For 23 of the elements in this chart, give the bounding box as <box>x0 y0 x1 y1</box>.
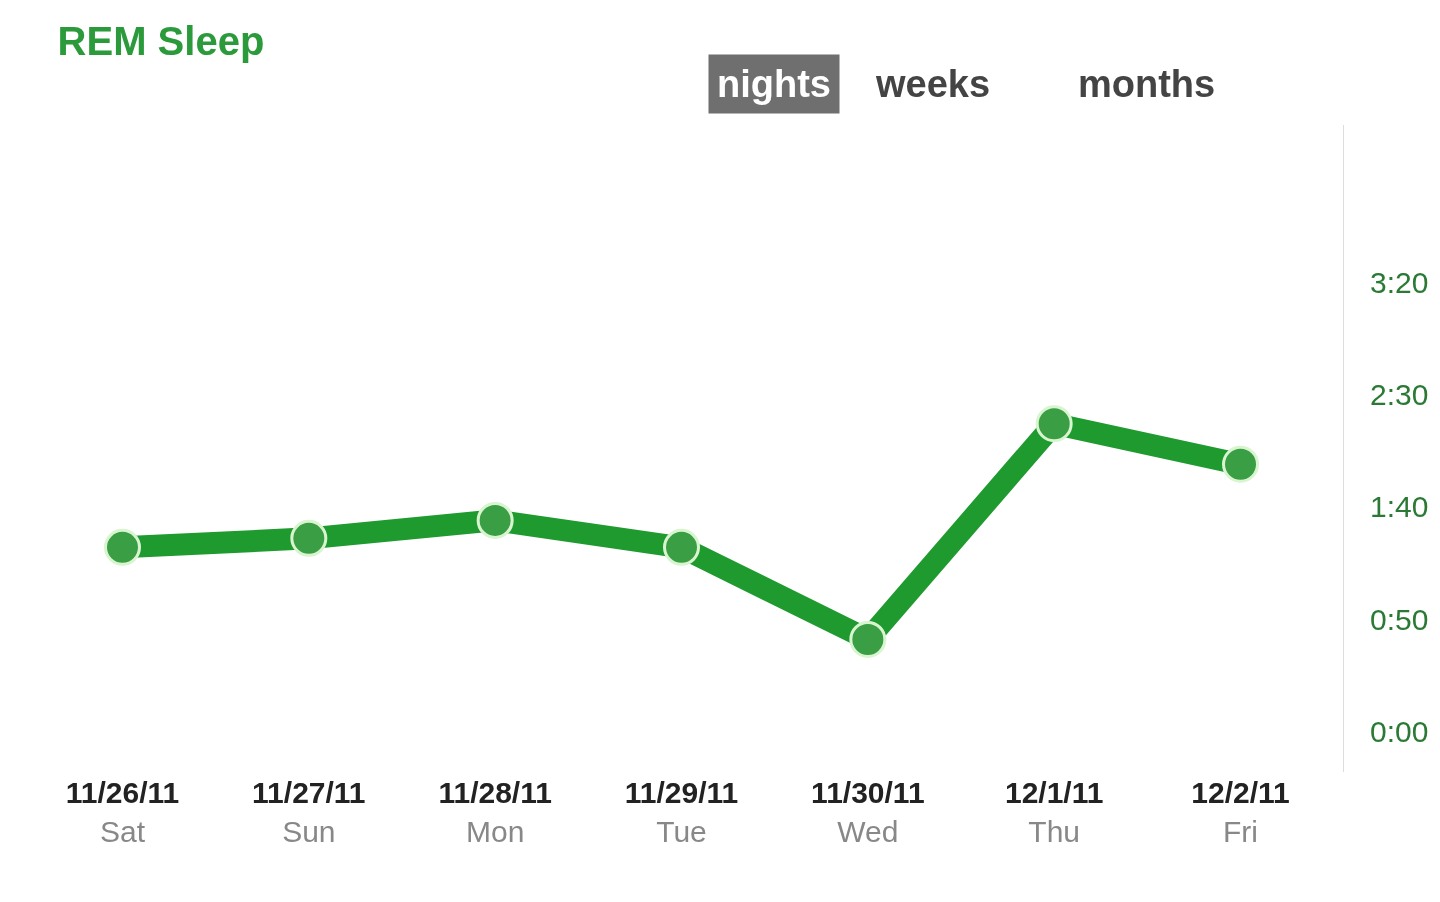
point <box>1035 405 1073 443</box>
point <box>476 501 514 539</box>
text: weeks <box>875 63 991 105</box>
x-tick-label: 11/27/11 Sun <box>252 776 366 848</box>
point <box>1222 445 1260 483</box>
y-tick-label: 0:00 <box>1370 715 1429 749</box>
point <box>849 620 887 658</box>
y-tick-label: 2:30 <box>1370 378 1429 412</box>
x-tick-label: 11/29/11 Tue <box>624 776 739 848</box>
point <box>104 528 141 566</box>
y-tick-label: 1:40 <box>1370 490 1429 524</box>
text: nights <box>717 63 831 105</box>
x-tick-label: 12/1/11 Thu <box>1004 776 1104 848</box>
y-tick-label: 3:20 <box>1370 265 1429 299</box>
x-tick-label: 11/28/11 Mon <box>438 776 552 848</box>
x-tick-label: 11/30/11 Wed <box>811 776 925 848</box>
point <box>290 519 328 557</box>
chart-title: REM Sleep <box>57 18 265 63</box>
text: months <box>1078 63 1216 105</box>
x-tick-label: 12/2/11 Fri <box>1191 776 1290 848</box>
x-tick-label: 11/26/11 Sat <box>65 776 180 848</box>
point <box>663 528 700 566</box>
y-tick-label: 0:50 <box>1370 602 1429 636</box>
